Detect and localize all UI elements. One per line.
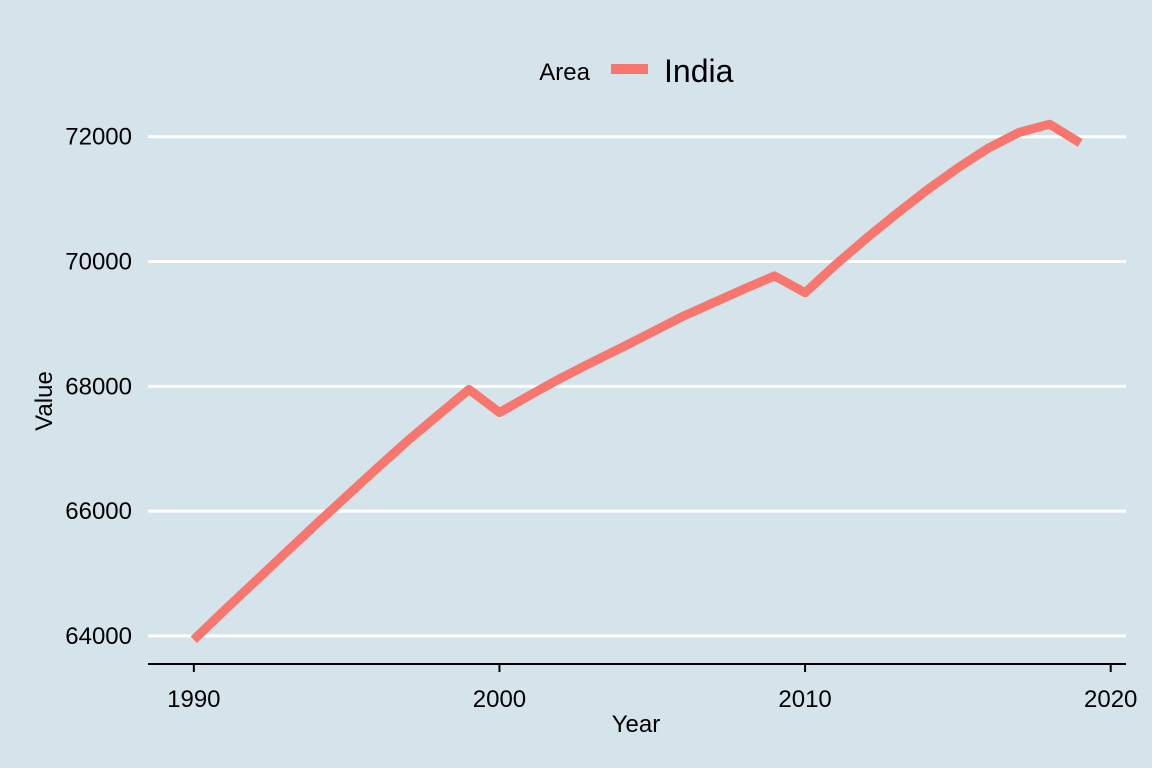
x-tick-label-2000: 2000 (473, 686, 526, 713)
y-tick-label-70000: 70000 (65, 249, 132, 276)
gridlines (148, 135, 1126, 638)
legend-label-india: India (664, 53, 734, 89)
x-axis-title: Year (612, 711, 661, 738)
y-tick-label-68000: 68000 (65, 373, 132, 400)
legend: Area India (539, 53, 733, 89)
y-axis-title: Value (31, 371, 58, 431)
y-tick-label-66000: 66000 (65, 498, 132, 525)
x-tick-label-1990: 1990 (167, 686, 220, 713)
series-layer (190, 119, 1083, 643)
y-axis-ticks: 64000 66000 68000 70000 72000 (65, 124, 132, 650)
x-tick-label-2020: 2020 (1084, 686, 1137, 713)
y-tick-label-64000: 64000 (65, 623, 132, 650)
x-axis: 1990 2000 2010 2020 (148, 663, 1137, 713)
y-tick-label-72000: 72000 (65, 124, 132, 151)
x-tick-label-2010: 2010 (778, 686, 831, 713)
legend-title: Area (539, 59, 590, 86)
series-line-india (190, 119, 1083, 643)
